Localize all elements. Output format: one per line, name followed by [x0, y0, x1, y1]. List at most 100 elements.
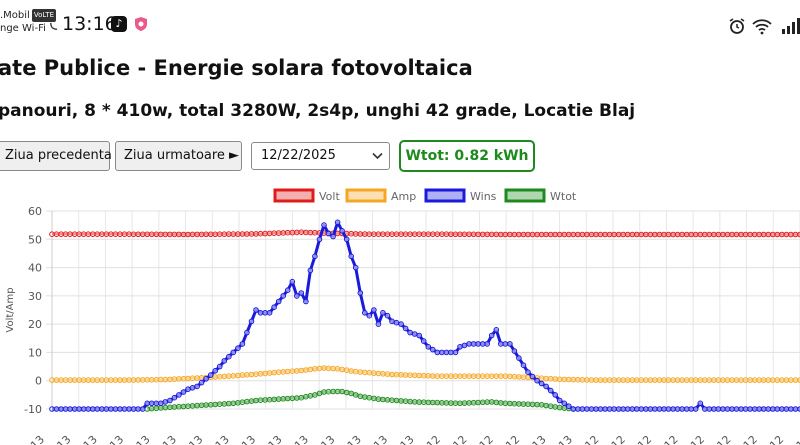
data-point-volt	[457, 231, 463, 238]
wifi-call-icon	[50, 22, 58, 30]
data-point-wins	[425, 344, 432, 350]
data-point-amp	[588, 377, 595, 383]
carrier-info: .Mobil VoLTE nge Wi-Fi	[0, 9, 58, 35]
data-point-amp	[779, 377, 785, 383]
data-point-wins	[198, 379, 205, 386]
x-tick-label: 04:12	[702, 433, 734, 445]
data-point-volt	[779, 231, 785, 238]
data-point-wtot	[262, 397, 268, 403]
data-point-wins	[606, 406, 613, 412]
data-point-volt	[688, 231, 695, 238]
y-tick-label: 50	[28, 233, 42, 246]
data-point-wins	[384, 312, 391, 319]
data-point-wtot	[198, 402, 205, 409]
data-point-volt	[606, 231, 613, 238]
data-point-wins	[779, 406, 785, 412]
x-tick-label: 04:13	[16, 433, 48, 445]
data-point-amp	[348, 368, 355, 374]
data-point-wins	[652, 406, 658, 412]
data-point-amp	[733, 377, 740, 383]
data-point-wins	[466, 341, 472, 347]
data-point-wins	[643, 406, 649, 412]
data-point-amp	[520, 374, 527, 380]
data-point-volt	[348, 230, 355, 237]
data-point-volt	[158, 231, 164, 238]
data-point-wins	[742, 406, 749, 412]
data-point-wins	[207, 372, 214, 378]
data-point-wtot	[448, 400, 454, 406]
data-point-amp	[380, 371, 386, 377]
data-point-wins	[502, 341, 509, 347]
legend-label-wins: Wins	[470, 190, 497, 203]
data-point-wins	[239, 341, 246, 347]
data-point-amp	[325, 365, 332, 372]
data-point-wins	[130, 406, 137, 412]
legend-swatch-amp	[345, 188, 387, 203]
data-point-wtot	[289, 395, 296, 402]
x-tick-label: 04:12	[649, 433, 681, 445]
data-point-amp	[108, 377, 114, 383]
data-point-volt	[525, 231, 531, 238]
data-point-wins	[556, 397, 563, 404]
data-point-volt	[611, 231, 617, 238]
date-select[interactable]: 12/22/2025	[251, 142, 390, 170]
data-point-wins	[58, 406, 64, 412]
data-point-wins	[756, 406, 763, 412]
data-point-wtot	[167, 404, 173, 411]
data-point-volt	[751, 231, 758, 238]
data-point-volt	[371, 231, 377, 238]
data-point-amp	[158, 376, 164, 383]
data-point-wins	[289, 278, 296, 285]
data-point-amp	[271, 369, 277, 376]
data-point-amp	[53, 377, 60, 383]
data-point-volt	[216, 231, 223, 238]
next-day-button[interactable]: Ziua urmatoare ►	[115, 141, 242, 171]
data-point-wtot	[239, 399, 246, 405]
data-point-volt	[126, 231, 132, 238]
data-point-volt	[148, 231, 155, 238]
data-point-amp	[679, 377, 685, 383]
data-point-wins	[348, 253, 355, 260]
data-point-wins	[280, 293, 287, 299]
data-point-volt	[683, 231, 690, 238]
data-point-amp	[312, 366, 318, 372]
data-point-amp	[194, 375, 200, 381]
data-point-amp	[235, 372, 241, 379]
data-point-volt	[393, 231, 400, 238]
data-point-amp	[280, 369, 287, 375]
data-point-volt	[375, 231, 382, 238]
y-axis-label: Volt/Amp	[5, 287, 16, 332]
data-point-wins	[94, 406, 101, 412]
data-point-volt	[253, 231, 259, 237]
data-point-wtot	[538, 402, 545, 408]
data-point-wins	[407, 329, 413, 336]
previous-day-button[interactable]: Ziua precedenta	[0, 141, 112, 171]
data-point-amp	[253, 371, 259, 377]
data-point-volt	[697, 231, 704, 238]
data-point-volt	[760, 231, 767, 238]
data-point-volt	[80, 231, 87, 238]
data-point-wins	[153, 400, 160, 407]
data-point-wins	[307, 267, 314, 274]
data-point-amp	[511, 373, 518, 380]
data-point-wins	[729, 406, 735, 412]
data-point-amp	[629, 377, 636, 383]
data-point-wtot	[298, 394, 305, 401]
data-point-volt	[280, 230, 287, 236]
system-icons	[728, 15, 800, 35]
data-point-wtot	[561, 405, 568, 411]
data-point-amp	[738, 377, 744, 383]
x-tick-label: 04:13	[332, 433, 364, 445]
data-point-amp	[760, 377, 767, 383]
data-point-amp	[702, 377, 708, 383]
data-point-volt	[271, 230, 277, 237]
data-point-wins	[398, 321, 404, 327]
data-point-volt	[352, 231, 359, 237]
data-point-wins	[488, 332, 495, 339]
data-point-wins	[665, 406, 672, 412]
data-point-amp	[416, 372, 423, 379]
data-point-wtot	[280, 396, 287, 402]
data-point-volt	[430, 231, 436, 238]
data-point-wtot	[307, 393, 314, 399]
data-point-volt	[520, 231, 527, 238]
